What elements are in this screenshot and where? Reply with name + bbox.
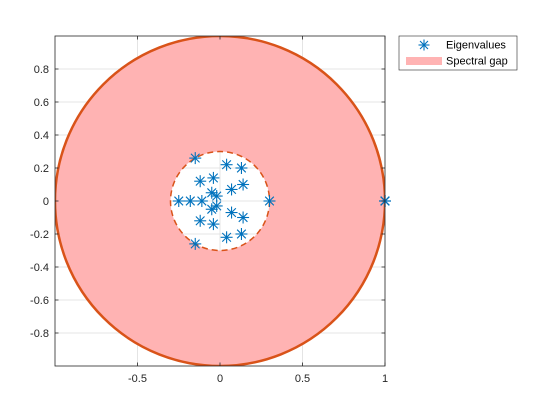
legend-asterisk-mark bbox=[418, 39, 430, 51]
spectral-gap-annulus bbox=[55, 36, 385, 366]
eigenvalue-point bbox=[263, 195, 276, 207]
legend: Eigenvalues Spectral gap bbox=[398, 35, 518, 71]
eigenvalue-point bbox=[194, 214, 207, 227]
y-tick-label: -0.2 bbox=[30, 229, 49, 241]
legend-spectral-gap-label: Spectral gap bbox=[446, 56, 508, 68]
y-tick-label: -0.6 bbox=[30, 295, 49, 307]
x-tick-label: 1 bbox=[382, 373, 388, 385]
eigenvalue-point bbox=[237, 178, 250, 191]
eigenvalue-point bbox=[225, 206, 238, 219]
eigenvalue-point bbox=[189, 237, 202, 250]
y-tick-label: -0.4 bbox=[30, 262, 49, 274]
y-tick-label: -0.8 bbox=[30, 328, 49, 340]
y-tick-label: 0.8 bbox=[34, 64, 49, 76]
legend-eigenvalues-label: Eigenvalues bbox=[446, 40, 506, 52]
legend-spectral-gap-patch bbox=[406, 57, 442, 65]
x-axis-ticks: -0.5 0 0.5 1 bbox=[128, 36, 388, 385]
y-axis-ticks: 0.8 0.6 0.4 0.2 0 -0.2 -0.4 -0.6 -0.8 bbox=[30, 64, 385, 340]
eigenvalue-point bbox=[195, 195, 208, 207]
eigenvalue-point bbox=[210, 199, 223, 212]
eigenvalue-point bbox=[189, 152, 202, 165]
y-tick-label: 0.4 bbox=[34, 130, 49, 142]
y-tick-label: 0 bbox=[43, 196, 49, 208]
eigenvalue-point bbox=[207, 171, 220, 184]
x-tick-label: 0 bbox=[217, 373, 223, 385]
x-tick-label: -0.5 bbox=[128, 373, 147, 385]
eigenvalue-point bbox=[184, 195, 197, 207]
y-tick-label: 0.6 bbox=[34, 97, 49, 109]
eigenvalue-point bbox=[172, 195, 185, 207]
x-tick-label: 0.5 bbox=[295, 373, 310, 385]
eigenvalue-point bbox=[235, 228, 248, 240]
eigenvalue-point bbox=[235, 162, 248, 174]
eigenvalue-point bbox=[225, 183, 238, 196]
eigenvalue-point bbox=[220, 231, 233, 244]
eigenvalue-point bbox=[237, 211, 250, 224]
eigenvalue-point bbox=[194, 175, 207, 188]
legend-eigenvalues-asterisk-icon bbox=[418, 39, 430, 51]
eigenvalue-point bbox=[220, 158, 233, 171]
eigenvalue-point bbox=[207, 218, 220, 231]
y-tick-label: 0.2 bbox=[34, 163, 49, 175]
